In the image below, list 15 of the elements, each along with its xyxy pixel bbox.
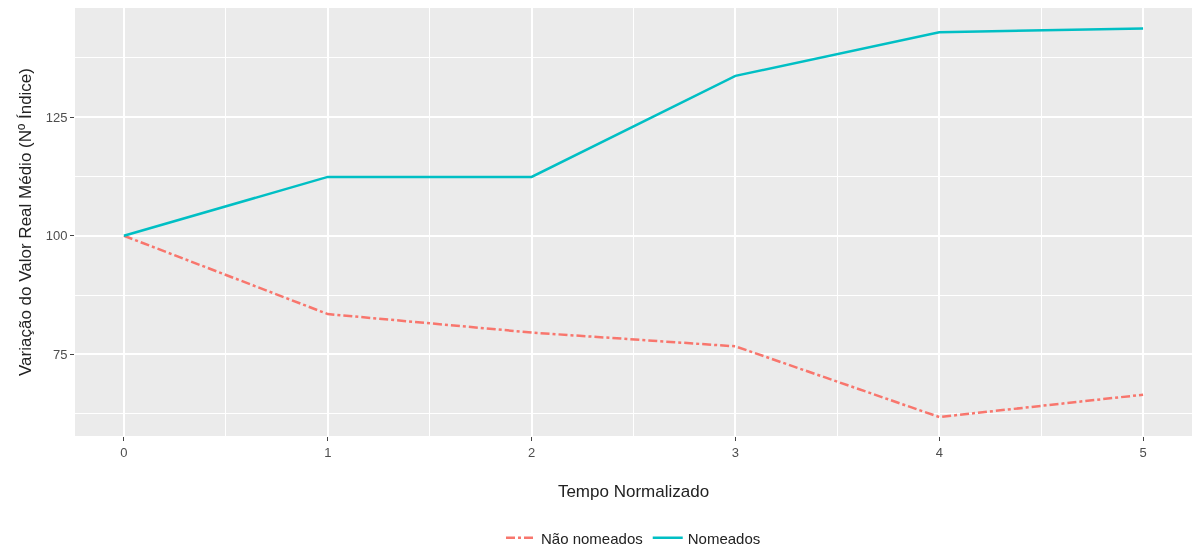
line-series [122,234,1145,419]
y-tick-label: 125 [45,109,68,125]
line-series [122,27,1145,238]
x-tick-label: 1 [324,444,332,460]
x-axis-title: Tempo Normalizado [557,482,710,501]
x-tick-label: 4 [935,444,943,460]
y-tick-label: 75 [52,346,68,362]
x-tick-label: 5 [1139,444,1147,460]
legend-label: Não nomeados [541,529,643,547]
x-tick-label: 0 [120,444,128,460]
x-tick-label: 3 [731,444,740,460]
y-axis-title: Variação do Valor Real Médio (Nº Índice) [16,68,35,376]
legend-label: Nomeados [687,529,761,547]
x-tick-label: 2 [527,444,536,460]
y-tick-label: 100 [45,228,68,244]
